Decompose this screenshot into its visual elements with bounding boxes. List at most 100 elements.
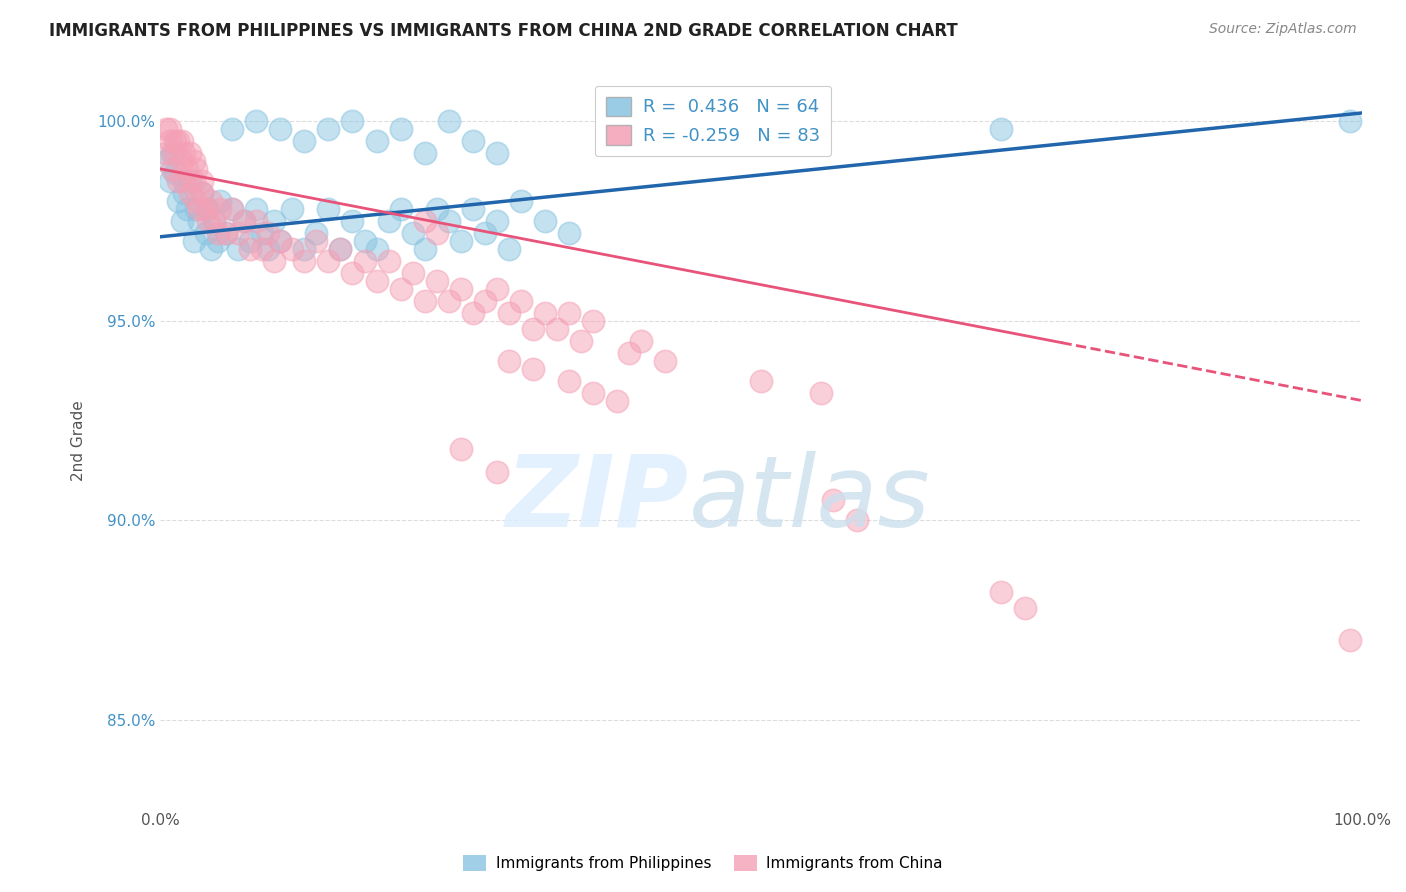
Point xyxy=(209,202,232,216)
Point xyxy=(263,253,285,268)
Point xyxy=(269,234,291,248)
Point xyxy=(990,122,1012,136)
Point xyxy=(202,214,225,228)
Point xyxy=(191,186,214,200)
Point xyxy=(413,214,436,228)
Point xyxy=(167,194,190,208)
Point xyxy=(558,226,581,240)
Point xyxy=(281,202,304,216)
Point xyxy=(221,202,243,216)
Point xyxy=(207,226,229,240)
Point xyxy=(426,274,449,288)
Point xyxy=(191,174,214,188)
Point xyxy=(509,293,531,308)
Point xyxy=(245,202,267,216)
Point xyxy=(179,145,201,160)
Point xyxy=(305,234,328,248)
Point xyxy=(533,306,555,320)
Point xyxy=(474,293,496,308)
Point xyxy=(245,114,267,128)
Point xyxy=(450,282,472,296)
Text: ZIP: ZIP xyxy=(506,450,689,548)
Point xyxy=(163,145,186,160)
Point xyxy=(191,186,214,200)
Point xyxy=(176,161,198,176)
Point xyxy=(233,214,256,228)
Point xyxy=(186,194,208,208)
Text: atlas: atlas xyxy=(689,450,931,548)
Point xyxy=(426,226,449,240)
Point xyxy=(228,226,250,240)
Point xyxy=(269,122,291,136)
Point xyxy=(209,194,232,208)
Point xyxy=(606,393,628,408)
Point xyxy=(269,234,291,248)
Point xyxy=(617,345,640,359)
Point xyxy=(155,145,177,160)
Text: IMMIGRANTS FROM PHILIPPINES VS IMMIGRANTS FROM CHINA 2ND GRADE CORRELATION CHART: IMMIGRANTS FROM PHILIPPINES VS IMMIGRANT… xyxy=(49,22,957,40)
Point xyxy=(215,226,238,240)
Point xyxy=(179,174,201,188)
Point xyxy=(294,134,316,148)
Point xyxy=(233,214,256,228)
Point xyxy=(163,166,186,180)
Point xyxy=(257,242,280,256)
Point xyxy=(654,353,676,368)
Point xyxy=(413,145,436,160)
Point xyxy=(461,202,484,216)
Point xyxy=(221,202,243,216)
Point xyxy=(176,202,198,216)
Point xyxy=(461,134,484,148)
Point xyxy=(522,321,544,335)
Point xyxy=(183,234,205,248)
Point xyxy=(413,293,436,308)
Point xyxy=(173,186,195,200)
Point xyxy=(173,145,195,160)
Point xyxy=(200,242,222,256)
Point xyxy=(569,334,592,348)
Point xyxy=(630,334,652,348)
Point xyxy=(366,242,388,256)
Point xyxy=(558,306,581,320)
Point xyxy=(294,242,316,256)
Point xyxy=(329,242,352,256)
Point xyxy=(413,242,436,256)
Point xyxy=(159,122,181,136)
Point xyxy=(749,374,772,388)
Point xyxy=(990,585,1012,599)
Point xyxy=(187,202,209,216)
Point xyxy=(170,134,193,148)
Point xyxy=(437,293,460,308)
Point xyxy=(1339,114,1361,128)
Point xyxy=(170,153,193,168)
Point xyxy=(207,234,229,248)
Point xyxy=(366,274,388,288)
Point xyxy=(159,174,181,188)
Point xyxy=(485,145,508,160)
Point xyxy=(485,466,508,480)
Point xyxy=(155,122,177,136)
Point xyxy=(389,202,412,216)
Point xyxy=(197,202,219,216)
Point xyxy=(263,214,285,228)
Text: Source: ZipAtlas.com: Source: ZipAtlas.com xyxy=(1209,22,1357,37)
Point xyxy=(377,214,399,228)
Point xyxy=(202,214,225,228)
Point xyxy=(187,214,209,228)
Point xyxy=(294,253,316,268)
Point xyxy=(194,226,217,240)
Point xyxy=(558,374,581,388)
Point xyxy=(1339,633,1361,648)
Point xyxy=(401,226,423,240)
Point xyxy=(155,153,177,168)
Point xyxy=(389,122,412,136)
Point xyxy=(474,226,496,240)
Point xyxy=(509,194,531,208)
Point xyxy=(257,226,280,240)
Point xyxy=(498,353,520,368)
Point xyxy=(186,202,208,216)
Point xyxy=(160,145,183,160)
Point xyxy=(1014,601,1036,615)
Point xyxy=(318,202,340,216)
Point xyxy=(239,242,262,256)
